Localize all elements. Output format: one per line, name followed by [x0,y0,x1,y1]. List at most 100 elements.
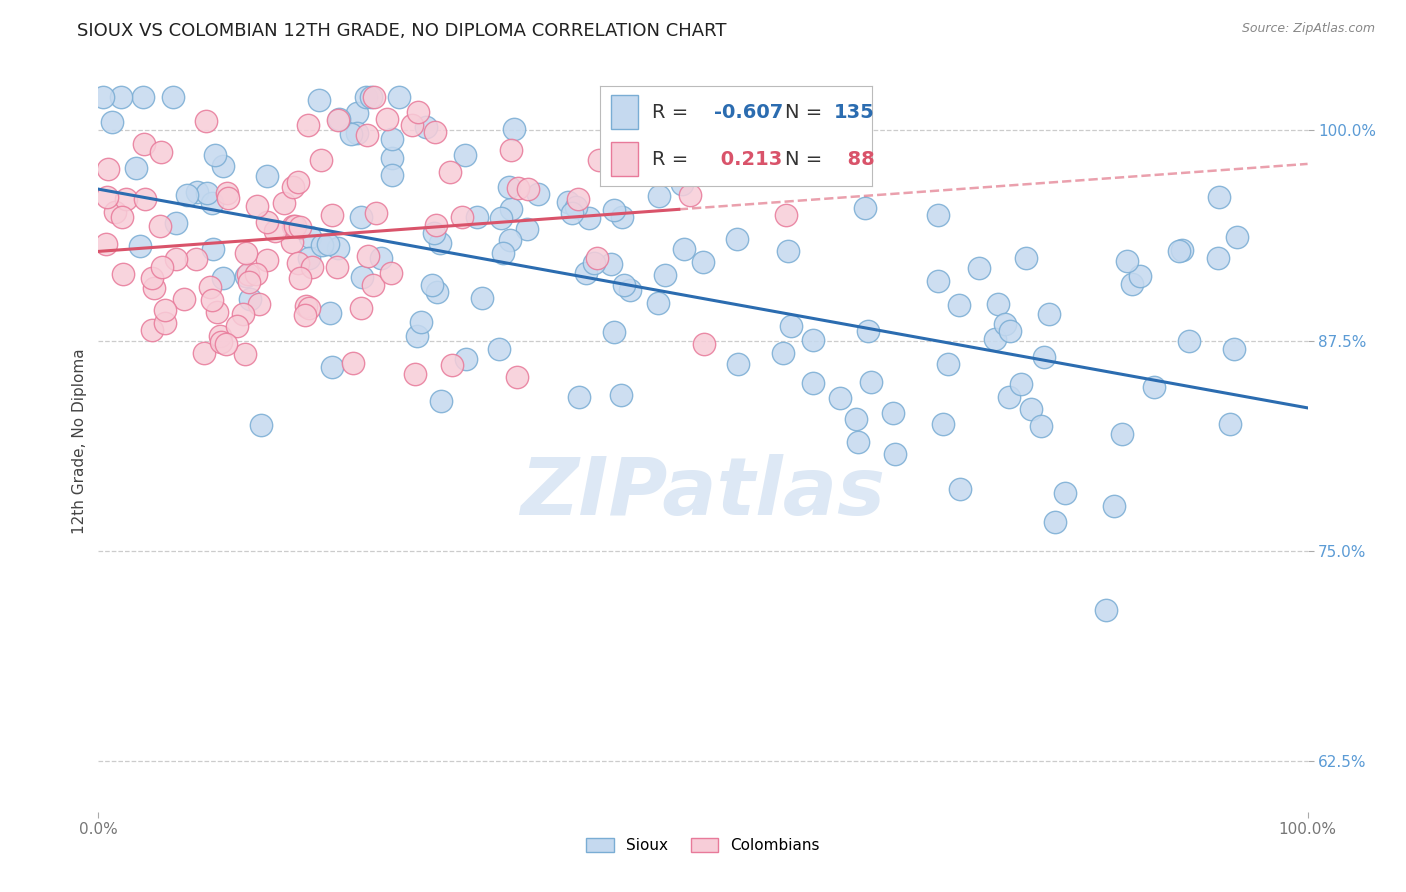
Point [501,202,523,217]
Point [845,412,868,426]
Point [165,216,187,230]
Point [401,118,423,132]
Point [491,246,513,260]
Point [204,148,226,162]
Point [297,118,319,132]
Point [517,182,540,196]
Point [346,106,368,120]
Point [1121,277,1143,292]
Point [381,152,404,166]
Point [132,89,155,103]
Point [610,388,633,402]
Point [356,249,378,263]
Point [97,162,120,177]
Point [370,252,392,266]
Point [316,236,339,251]
Point [380,266,402,280]
Point [846,435,869,450]
Point [693,337,716,351]
Point [91,89,114,103]
Point [1223,342,1246,356]
Point [780,318,803,333]
Point [1031,418,1053,433]
Point [619,283,641,297]
Point [350,270,373,285]
Point [134,136,156,151]
Point [298,252,321,266]
Point [1178,334,1201,348]
Point [700,166,723,180]
Point [654,268,676,282]
Point [129,238,152,252]
Point [420,278,443,293]
Point [1206,252,1229,266]
Point [208,328,231,343]
Point [149,145,172,160]
Point [430,394,453,409]
Point [853,202,876,216]
Point [755,143,778,157]
Point [193,345,215,359]
Point [149,219,172,233]
Point [356,89,378,103]
Point [207,304,229,318]
Point [426,285,449,300]
Point [647,295,669,310]
Point [506,370,529,384]
Point [600,256,623,270]
Point [568,390,591,404]
Point [439,165,461,179]
Point [134,192,156,206]
Point [298,301,321,315]
Point [1102,499,1125,513]
Point [499,143,522,157]
Point [311,237,333,252]
Point [775,208,797,222]
Point [104,204,127,219]
Point [1226,230,1249,244]
Point [502,122,524,136]
Point [155,316,177,330]
Point [801,376,824,390]
Point [309,153,332,167]
Point [236,267,259,281]
Point [1054,486,1077,500]
Point [162,89,184,103]
Point [983,332,1005,346]
Point [610,210,633,224]
Point [498,180,520,194]
Point [112,267,135,281]
Point [114,192,136,206]
Point [214,337,236,351]
Point [927,208,949,222]
Point [350,210,373,224]
Point [575,267,598,281]
Point [201,243,224,257]
Point [176,187,198,202]
Point [256,215,278,229]
Point [994,317,1017,331]
Point [328,112,350,127]
Point [200,196,222,211]
Point [141,323,163,337]
Point [1045,515,1067,529]
Point [936,358,959,372]
Point [247,297,270,311]
Point [298,230,321,244]
Point [565,200,588,214]
Point [679,187,702,202]
Point [235,246,257,260]
Point [567,192,589,206]
Point [1129,269,1152,284]
Point [1032,350,1054,364]
Point [423,227,446,241]
Point [364,206,387,220]
Point [429,235,451,250]
Point [250,418,273,433]
Point [235,268,257,283]
Point [969,261,991,276]
Point [411,316,433,330]
Point [287,255,309,269]
Point [294,308,316,322]
Point [263,224,285,238]
